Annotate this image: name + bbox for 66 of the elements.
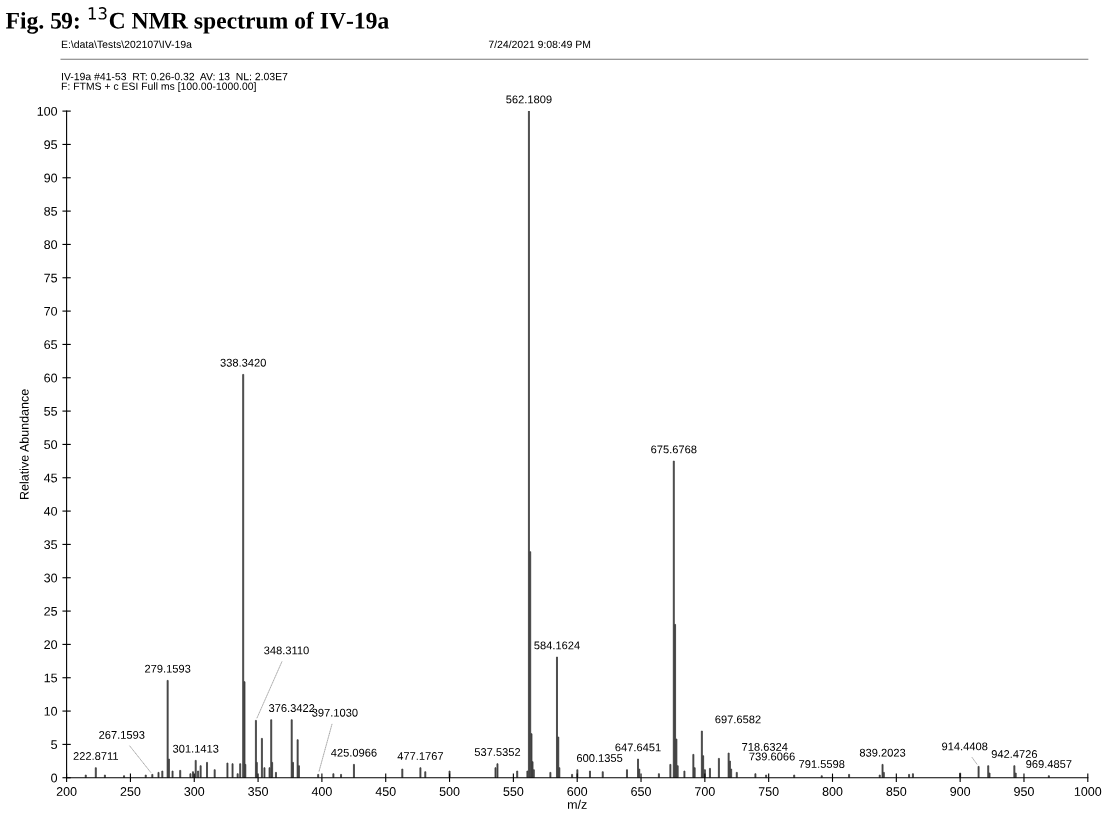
annotation: 301.1413	[172, 744, 219, 753]
annotation: 477.1767	[397, 752, 444, 760]
y-tick-label: 80	[44, 240, 58, 250]
x-tick-label: 350	[248, 787, 269, 796]
x-tick-label: 850	[886, 787, 907, 796]
y-tick-label: 5	[51, 740, 58, 750]
annotation: 697.6582	[715, 715, 761, 724]
x-tick-label: 1000	[1074, 787, 1102, 796]
annotation: 839.2023	[859, 748, 906, 757]
y-tick-label: 65	[44, 340, 58, 350]
y-tick-label: 15	[44, 673, 58, 683]
y-tick-label: 20	[44, 640, 58, 650]
x-tick-label: 550	[503, 787, 524, 796]
y-tick-label: 95	[44, 140, 58, 150]
annotation: 791.5598	[799, 760, 845, 768]
x-tick-label: 450	[375, 787, 396, 796]
y-tick-label: 40	[43, 506, 58, 516]
x-tick-label: 300	[184, 787, 205, 796]
y-tick-label: 30	[44, 573, 58, 583]
x-tick-label: 700	[695, 787, 715, 796]
y-tick-label: 0	[51, 773, 58, 783]
annotation: 584.1624	[534, 641, 580, 650]
y-axis-title: Relative Abundance	[19, 389, 29, 499]
text: E:\data\Tests\202107\IV-19a	[61, 40, 192, 49]
annotation: 969.4857	[1026, 760, 1072, 768]
y-tick-label: 100	[37, 106, 58, 116]
annotation: 267.1593	[99, 731, 145, 739]
annotation: 222.8711	[73, 752, 119, 760]
x-axis-title: m/z	[567, 799, 587, 809]
annotation: 537.5352	[474, 748, 521, 756]
annotation: 647.6451	[615, 743, 661, 752]
chart-subtitle: IV-19a #41-53 RT: 0.26-0.32 AV: 13 NL: 2.03E7 F: FTMS + c ESI Full ms [100.00-1000.00]	[61, 72, 288, 93]
x-tick-label: 800	[822, 787, 843, 796]
chart-title: Fig. 59: $^{13}$C NMR spectrum of IV-19a	[5, 7, 389, 34]
y-tick-label: 60	[44, 373, 58, 383]
annotation: 562.1809	[506, 95, 552, 104]
x-tick-label: 650	[631, 787, 651, 796]
x-tick-label: 900	[950, 787, 971, 796]
x-tick-label: 750	[758, 787, 779, 796]
x-tick-label: 250	[120, 787, 141, 796]
y-tick-label: 90	[44, 173, 58, 183]
annotation: 425.0966	[331, 748, 377, 757]
y-tick-label: 10	[44, 706, 58, 716]
y-tick-label: 35	[44, 540, 58, 550]
y-tick-label: 50	[44, 440, 58, 450]
annotation: 348.3110	[264, 646, 309, 655]
text: 7/24/2021 9:08:49 PM	[488, 40, 591, 49]
annotation: 279.1593	[145, 664, 191, 673]
y-tick-label: 70	[44, 306, 58, 316]
y-tick-label: 75	[44, 273, 58, 283]
y-tick-label: 25	[44, 606, 58, 616]
y-tick-label: 85	[44, 206, 58, 216]
x-tick-label: 600	[567, 787, 588, 796]
x-tick-label: 200	[56, 787, 77, 796]
annotation: 914.4408	[942, 742, 988, 751]
x-tick-label: 400	[311, 787, 332, 796]
annotation: 739.6066	[749, 752, 795, 761]
annotation: 338.3420	[220, 358, 266, 367]
annotation: 718.6324	[742, 743, 788, 751]
annotation: 675.6768	[651, 445, 697, 454]
y-tick-label: 45	[43, 473, 58, 483]
annotation: 942.4726	[991, 750, 1038, 758]
annotation: 600.1355	[576, 754, 623, 762]
x-tick-label: 950	[1014, 787, 1034, 796]
y-tick-label: 55	[44, 407, 58, 416]
x-tick-label: 500	[439, 787, 460, 796]
